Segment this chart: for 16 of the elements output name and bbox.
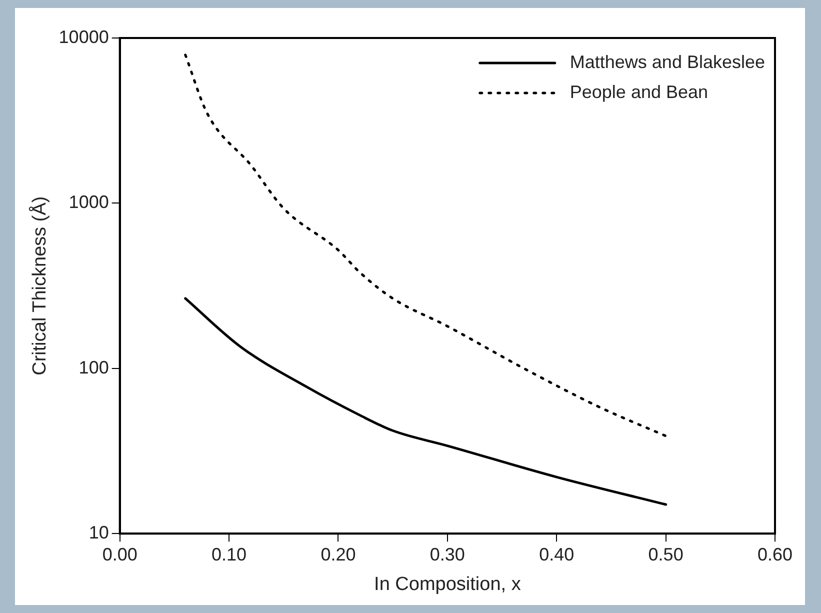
y-tick-label: 10000: [58, 26, 109, 47]
x-tick-label: 0.50: [648, 544, 684, 564]
legend-label: Matthews and Blakeslee: [570, 52, 765, 72]
x-tick-label: 0.10: [212, 544, 247, 564]
x-tick-label: 0.30: [430, 544, 465, 564]
legend-label: People and Bean: [570, 82, 708, 102]
y-axis-title: Critical Thickness (Å): [28, 196, 51, 376]
x-tick-label: 0.00: [102, 544, 138, 564]
x-tick-label: 0.60: [757, 544, 793, 564]
x-tick-label: 0.20: [320, 544, 356, 564]
x-tick-label: 0.40: [539, 544, 574, 564]
x-axis-title: In Composition, x: [374, 574, 522, 595]
y-tick-label: 10: [88, 522, 109, 543]
y-tick-label: 100: [78, 357, 109, 378]
y-tick-label: 1000: [68, 192, 109, 212]
line-series: [184, 297, 668, 506]
